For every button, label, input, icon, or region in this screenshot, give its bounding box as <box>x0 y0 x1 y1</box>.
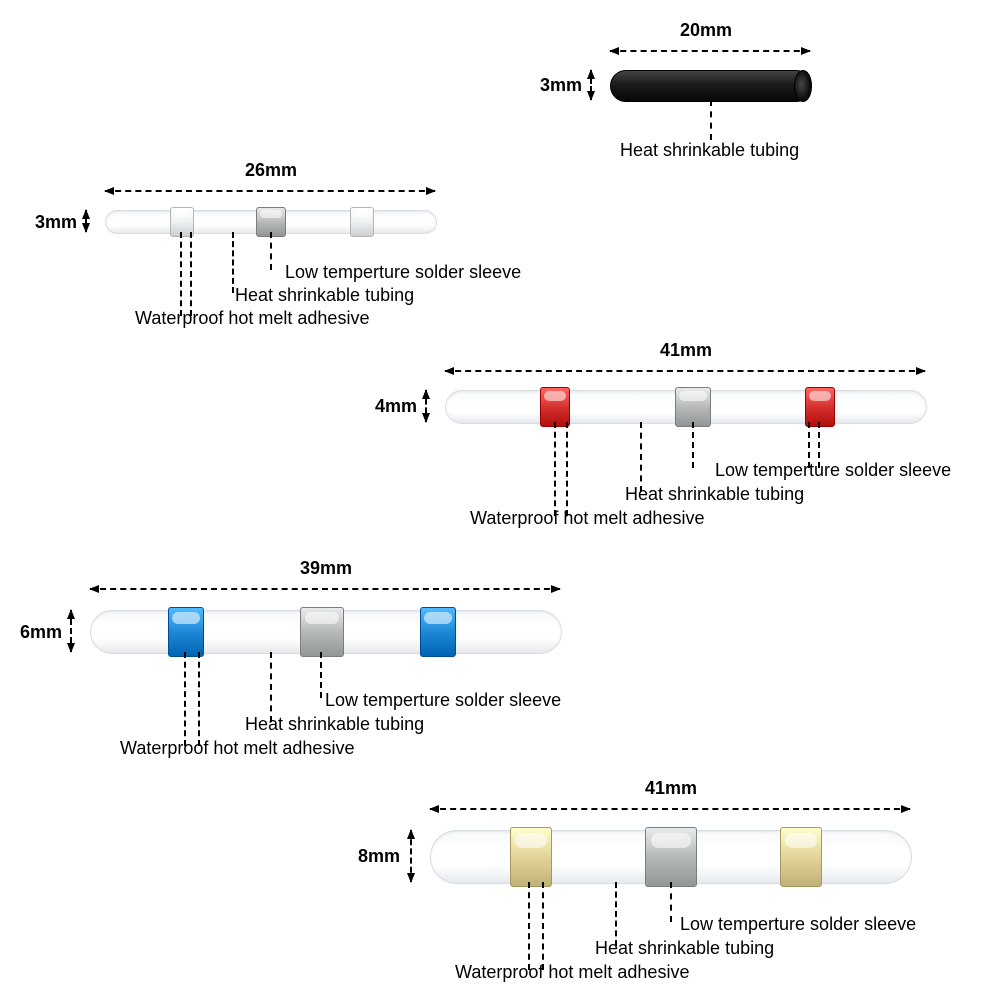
yellow-8mm-callout-solder: Low temperture solder sleeve <box>680 914 916 935</box>
red-4mm-band-adhesive-0 <box>540 387 570 427</box>
white-3mm-diameter-label: 3mm <box>35 212 77 233</box>
white-3mm-leader-0 <box>270 232 272 270</box>
yellow-8mm-length-label: 41mm <box>645 778 697 799</box>
red-4mm-band-adhesive-2 <box>805 387 835 427</box>
white-3mm-length-dim <box>105 190 435 192</box>
blue-6mm-leader-2 <box>184 652 186 746</box>
red-4mm-callout-solder: Low temperture solder sleeve <box>715 460 951 481</box>
red-4mm-diameter-dim <box>425 390 427 422</box>
blue-6mm-leader-3 <box>198 652 200 746</box>
white-3mm-callout-shrink: Heat shrinkable tubing <box>235 285 414 306</box>
blue-6mm-length-label: 39mm <box>300 558 352 579</box>
black-tube-leader-0 <box>710 100 712 140</box>
yellow-8mm-leader-2 <box>528 882 530 970</box>
black-tube-tube <box>610 70 812 102</box>
blue-6mm-band-solder-1 <box>300 607 344 657</box>
yellow-8mm-callout-adhesive: Waterproof hot melt adhesive <box>455 962 689 983</box>
blue-6mm-band-adhesive-0 <box>168 607 204 657</box>
white-3mm-leader-3 <box>190 232 192 316</box>
red-4mm-leader-1 <box>818 422 820 468</box>
white-3mm-band-adhesive-2 <box>350 207 374 237</box>
red-4mm-band-solder-1 <box>675 387 711 427</box>
blue-6mm-diameter-label: 6mm <box>20 622 62 643</box>
white-3mm-diameter-dim <box>85 210 87 232</box>
red-4mm-leader-5 <box>566 422 568 516</box>
white-3mm-callout-adhesive: Waterproof hot melt adhesive <box>135 308 369 329</box>
black-tube-callout-shrink: Heat shrinkable tubing <box>620 140 799 161</box>
diagram-stage: 20mm 3mm Heat shrinkable tubing 26mm 3mm Low … <box>0 0 1000 1000</box>
blue-6mm-callout-adhesive: Waterproof hot melt adhesive <box>120 738 354 759</box>
black-tube-length-dim <box>610 50 810 52</box>
blue-6mm-leader-1 <box>270 652 272 722</box>
white-3mm-leader-2 <box>180 232 182 316</box>
red-4mm-callout-shrink: Heat shrinkable tubing <box>625 484 804 505</box>
red-4mm-leader-2 <box>692 422 694 468</box>
red-4mm-callout-adhesive: Waterproof hot melt adhesive <box>470 508 704 529</box>
blue-6mm-length-dim <box>90 588 560 590</box>
blue-6mm-leader-0 <box>320 652 322 698</box>
red-4mm-diameter-label: 4mm <box>375 396 417 417</box>
black-tube-length-label: 20mm <box>680 20 732 41</box>
white-3mm-callout-solder: Low temperture solder sleeve <box>285 262 521 283</box>
yellow-8mm-leader-3 <box>542 882 544 970</box>
yellow-8mm-leader-0 <box>670 882 672 922</box>
black-tube-diameter-dim <box>590 70 592 100</box>
red-4mm-length-dim <box>445 370 925 372</box>
white-3mm-leader-1 <box>232 232 234 293</box>
yellow-8mm-band-solder-1 <box>645 827 697 887</box>
blue-6mm-callout-shrink: Heat shrinkable tubing <box>245 714 424 735</box>
black-tube-diameter-label: 3mm <box>540 75 582 96</box>
yellow-8mm-callout-shrink: Heat shrinkable tubing <box>595 938 774 959</box>
yellow-8mm-diameter-label: 8mm <box>358 846 400 867</box>
tube-end-cap <box>794 70 813 102</box>
red-4mm-leader-4 <box>554 422 556 516</box>
blue-6mm-band-adhesive-2 <box>420 607 456 657</box>
yellow-8mm-band-adhesive-0 <box>510 827 552 887</box>
blue-6mm-diameter-dim <box>70 610 72 652</box>
yellow-8mm-length-dim <box>430 808 910 810</box>
red-4mm-leader-3 <box>640 422 642 492</box>
white-3mm-length-label: 26mm <box>245 160 297 181</box>
yellow-8mm-band-adhesive-2 <box>780 827 822 887</box>
blue-6mm-callout-solder: Low temperture solder sleeve <box>325 690 561 711</box>
yellow-8mm-leader-1 <box>615 882 617 946</box>
red-4mm-length-label: 41mm <box>660 340 712 361</box>
yellow-8mm-diameter-dim <box>410 830 412 882</box>
